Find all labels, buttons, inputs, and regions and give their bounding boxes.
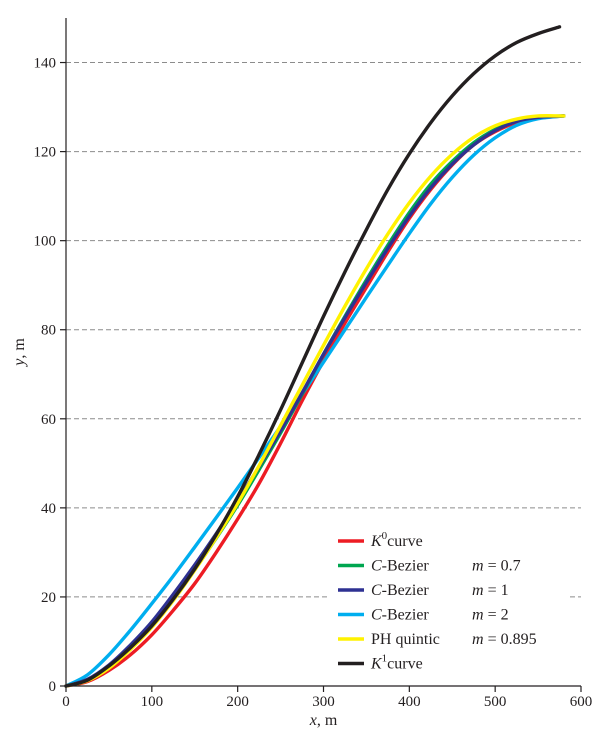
legend-param-value: = 2 — [484, 607, 509, 624]
x-axis-unit: , m — [317, 712, 338, 729]
legend-label: C-Bezier — [371, 607, 429, 624]
legend-label-italic: K — [370, 656, 383, 673]
x-tick-label: 500 — [484, 694, 507, 710]
legend-label-italic: C — [371, 558, 382, 575]
series-line-k1-curve — [64, 25, 562, 688]
legend-label: PH quintic — [371, 631, 440, 648]
ticks: 0 20 40 60 80 100 120 140 0 100 200 300 400 500 600 — [34, 56, 593, 710]
y-axis-var: y — [11, 358, 28, 368]
legend-param: m = 0.7 — [472, 558, 521, 575]
y-axis-unit: , m — [11, 338, 28, 359]
legend-label-text: PH quintic — [371, 631, 440, 648]
x-tick-label: 100 — [141, 694, 164, 710]
y-axis-title: y, m — [11, 338, 28, 368]
y-tick-label: 120 — [34, 145, 57, 161]
legend-label-text: curve — [387, 656, 423, 673]
y-tick-label: 140 — [34, 56, 57, 72]
legend-label-superscript: 1 — [382, 653, 388, 665]
y-tick-label: 100 — [34, 234, 57, 250]
legend-label: K1curve — [370, 653, 423, 673]
gridlines — [66, 62, 581, 598]
legend-param: m = 1 — [472, 582, 509, 599]
legend-label-superscript: 0 — [382, 530, 388, 542]
legend-label-italic: C — [371, 582, 382, 599]
x-tick-label: 400 — [398, 694, 421, 710]
legend-param-value: = 1 — [484, 582, 509, 599]
x-axis-title: x, m — [309, 712, 338, 729]
legend-param-var: m — [472, 631, 484, 648]
legend-param: m = 2 — [472, 607, 509, 624]
legend-label-text: -Bezier — [382, 607, 430, 624]
legend-label-italic: K — [370, 533, 383, 550]
legend-param-value: = 0.895 — [484, 631, 537, 648]
legend-background — [330, 524, 570, 680]
x-tick-label: 300 — [312, 694, 335, 710]
x-tick-label: 600 — [570, 694, 593, 710]
legend-param: m = 0.895 — [472, 631, 537, 648]
legend-label-text: -Bezier — [382, 582, 430, 599]
y-tick-label: 20 — [41, 590, 56, 606]
legend-param-var: m — [472, 582, 484, 599]
legend-param-var: m — [472, 607, 484, 624]
series-line-c-bezier-m-2 — [64, 114, 566, 688]
series-layer — [64, 25, 566, 688]
y-tick-label: 0 — [49, 679, 57, 695]
series-line-c-bezier-m-1 — [64, 114, 566, 688]
legend-param-value: = 0.7 — [484, 558, 521, 575]
x-tick-label: 200 — [226, 694, 249, 710]
legend-label-text: curve — [387, 533, 423, 550]
y-tick-label: 60 — [41, 412, 56, 428]
legend-label-italic: C — [371, 607, 382, 624]
x-tick-label: 0 — [62, 694, 70, 710]
legend-label: C-Bezier — [371, 558, 429, 575]
legend-label: K0curve — [370, 530, 423, 550]
legend-label: C-Bezier — [371, 582, 429, 599]
y-tick-label: 80 — [41, 323, 56, 339]
legend-param-var: m — [472, 558, 484, 575]
y-tick-label: 40 — [41, 501, 56, 517]
x-axis-var: x — [309, 712, 317, 729]
legend-label-text: -Bezier — [382, 558, 430, 575]
